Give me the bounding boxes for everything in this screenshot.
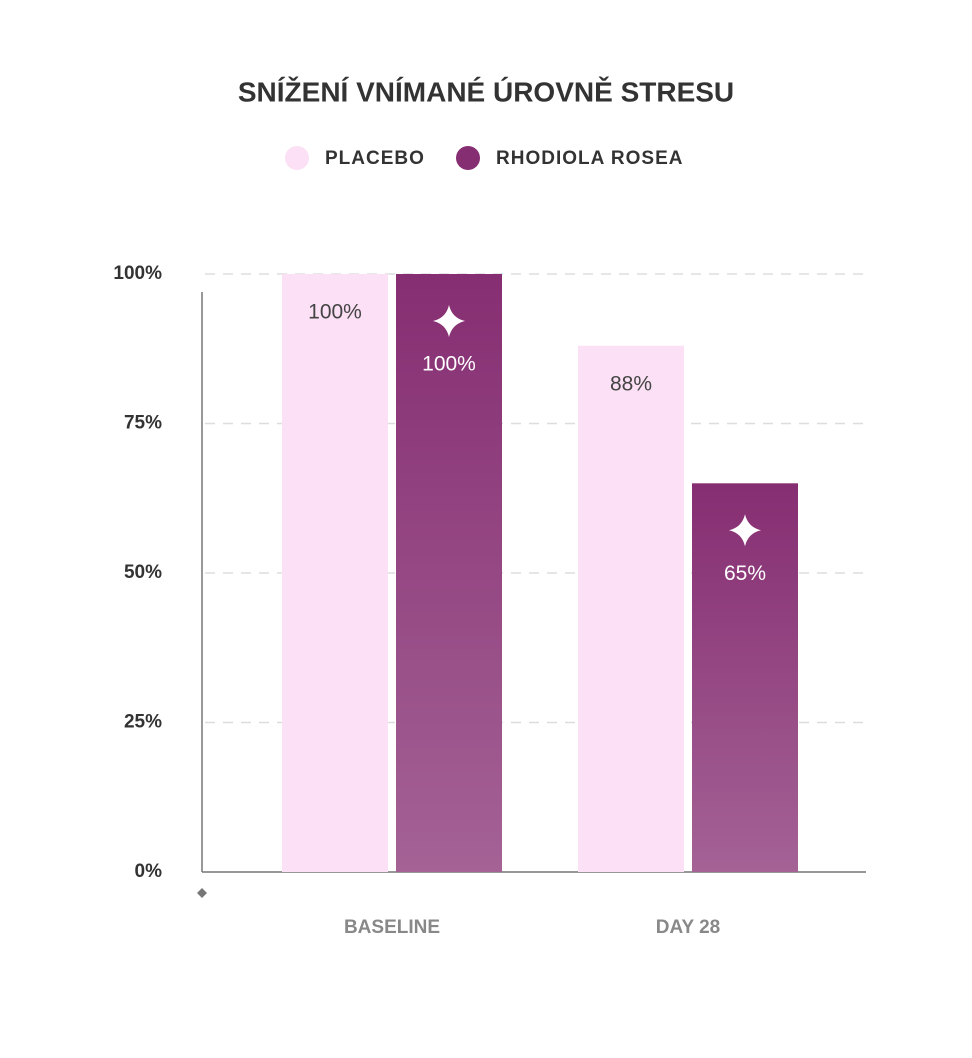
y-tick-label: 25% — [124, 712, 162, 733]
bar — [692, 483, 798, 872]
y-tick-label: 100% — [113, 263, 162, 284]
legend-swatch — [456, 146, 480, 170]
x-tick-label: DAY 28 — [656, 917, 720, 938]
y-tick-label: 0% — [135, 861, 163, 882]
x-tick-label: BASELINE — [344, 917, 440, 938]
value-label: 65% — [724, 562, 766, 585]
legend-swatch — [285, 146, 309, 170]
legend-label: RHODIOLA ROSEA — [496, 148, 683, 169]
y-tick-label: 75% — [124, 413, 162, 434]
value-label: 88% — [610, 372, 652, 395]
axis-marker — [197, 888, 207, 898]
value-label: 100% — [422, 353, 476, 376]
bar — [282, 274, 388, 872]
bar — [396, 274, 502, 872]
star-icon — [729, 514, 761, 547]
legend-label: PLACEBO — [325, 148, 425, 169]
bar — [578, 345, 684, 872]
y-tick-label: 50% — [124, 562, 162, 583]
value-label: 100% — [308, 301, 362, 324]
chart-title: SNÍŽENÍ VNÍMANÉ ÚROVNĚ STRESU — [238, 76, 734, 107]
star-icon — [433, 305, 465, 337]
